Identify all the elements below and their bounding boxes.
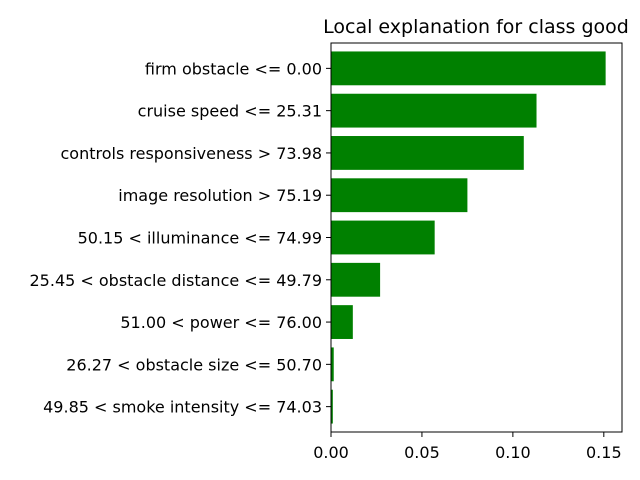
bar xyxy=(331,51,606,86)
bar xyxy=(331,136,524,170)
chart-title: Local explanation for class good xyxy=(323,16,629,38)
x-tick-label: 0.05 xyxy=(404,443,440,462)
bar xyxy=(331,178,468,213)
bars-group xyxy=(331,51,606,424)
category-label: 25.45 < obstacle distance <= 49.79 xyxy=(30,271,323,290)
category-label: firm obstacle <= 0.00 xyxy=(145,59,322,78)
x-ticks-group: 0.00 0.05 0.10 0.15 xyxy=(313,432,622,462)
x-tick-label: 0.00 xyxy=(313,443,349,462)
bar xyxy=(331,389,333,424)
x-tick-label: 0.10 xyxy=(495,443,531,462)
x-tick-label: 0.15 xyxy=(586,443,622,462)
bar xyxy=(331,347,334,382)
category-label: 26.27 < obstacle size <= 50.70 xyxy=(66,355,322,374)
bar xyxy=(331,262,381,297)
category-label: 50.15 < illuminance <= 74.99 xyxy=(78,229,322,248)
bar xyxy=(331,305,353,339)
category-labels-group: firm obstacle <= 0.00 cruise speed <= 25.… xyxy=(30,59,331,417)
category-label: 51.00 < power <= 76.00 xyxy=(120,313,322,332)
bar xyxy=(331,220,435,255)
category-label: cruise speed <= 25.31 xyxy=(138,102,322,121)
axes-frame xyxy=(330,42,623,433)
bar xyxy=(331,93,537,128)
category-label: controls responsiveness > 73.98 xyxy=(60,144,322,163)
plot-frame xyxy=(330,42,623,433)
category-label: 49.85 < smoke intensity <= 74.03 xyxy=(43,398,322,417)
category-label: image resolution > 75.19 xyxy=(118,186,322,205)
